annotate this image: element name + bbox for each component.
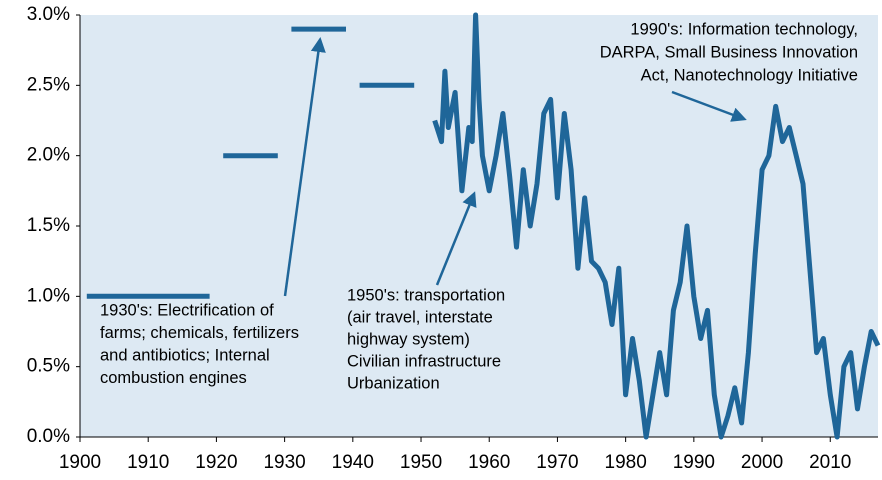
x-tick-label: 1930 (263, 452, 305, 473)
x-tick-label: 1990 (673, 452, 715, 473)
x-tick-label: 1940 (332, 452, 374, 473)
annotation: farms; chemicals, fertilizers (100, 324, 299, 342)
x-tick-label: 1910 (127, 452, 169, 473)
y-tick-label: 2.0% (27, 145, 70, 166)
data-line (86, 12, 881, 440)
x-tick-label: 1960 (468, 452, 510, 473)
annotation: DARPA, Small Business Innovation (600, 43, 858, 61)
y-tick-label: 1.5% (27, 215, 70, 236)
annotation: 1930's: Electrification of (100, 301, 274, 319)
annotation: (air travel, interstate (347, 308, 493, 326)
annotation: 1990's: Information technology, (630, 20, 858, 38)
annotation: combustion engines (100, 369, 247, 387)
arrow (283, 37, 326, 297)
x-tick-label: 1980 (605, 452, 647, 473)
x-tick-label: 1920 (195, 452, 237, 473)
x-tick-label: 1970 (536, 452, 578, 473)
arrow (435, 191, 477, 286)
y-tick-label: 0.0% (27, 426, 70, 447)
y-tick-label: 0.5% (27, 356, 70, 377)
annotation: Civilian infrastructure (347, 352, 501, 370)
x-tick-label: 2000 (741, 452, 783, 473)
annotation: 1950's: transportation (347, 286, 505, 304)
annotation: highway system) (347, 330, 470, 348)
annotation: Urbanization (347, 374, 440, 392)
annotation: Act, Nanotechnology Initiative (641, 66, 858, 84)
annotation: and antibiotics; Internal (100, 346, 270, 364)
y-tick-label: 2.5% (27, 74, 70, 95)
arrow (671, 90, 747, 122)
x-tick-label: 1900 (59, 452, 101, 473)
y-tick-label: 1.0% (27, 285, 70, 306)
x-tick-label: 1950 (400, 452, 442, 473)
x-tick-label: 2010 (809, 452, 851, 473)
y-tick-label: 3.0% (27, 4, 70, 25)
